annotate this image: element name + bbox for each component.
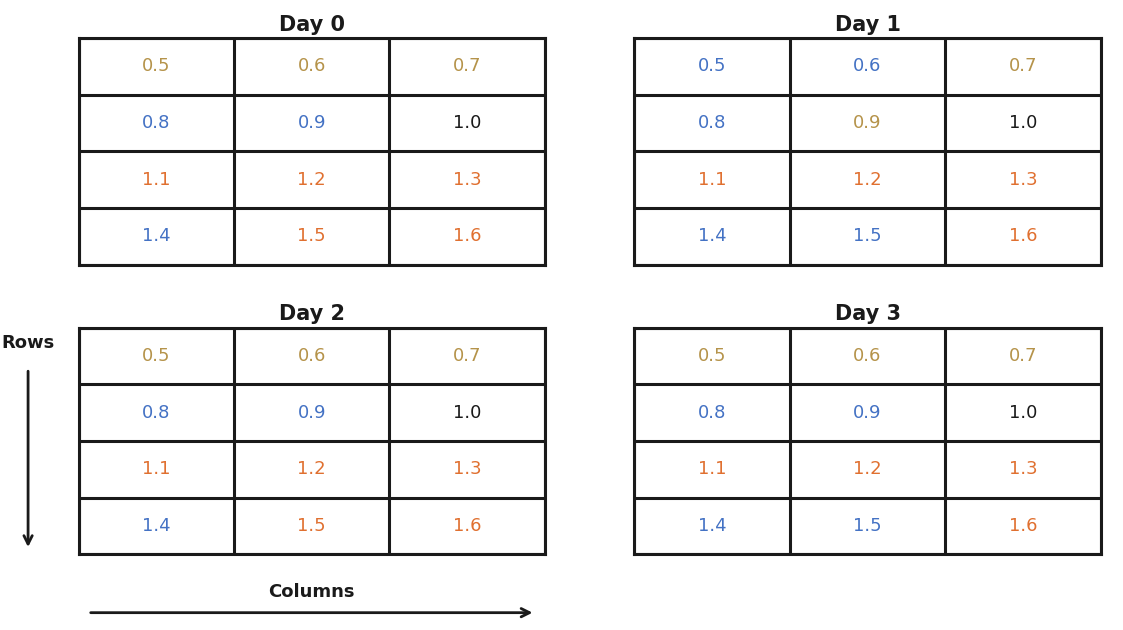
Text: 1.1: 1.1 bbox=[697, 461, 727, 478]
Text: Day 0: Day 0 bbox=[279, 14, 345, 35]
Text: 1.5: 1.5 bbox=[298, 227, 326, 245]
Text: 1.5: 1.5 bbox=[853, 227, 882, 245]
Text: 0.6: 0.6 bbox=[853, 347, 882, 365]
Text: 1.4: 1.4 bbox=[141, 227, 171, 245]
Text: 0.5: 0.5 bbox=[697, 57, 727, 75]
Text: 1.3: 1.3 bbox=[1008, 171, 1038, 188]
Text: 0.7: 0.7 bbox=[453, 57, 482, 75]
Text: Day 2: Day 2 bbox=[279, 304, 345, 324]
Text: 0.5: 0.5 bbox=[697, 347, 727, 365]
Text: 1.6: 1.6 bbox=[1008, 227, 1038, 245]
Text: 0.5: 0.5 bbox=[141, 347, 171, 365]
Text: 0.9: 0.9 bbox=[298, 404, 326, 421]
Text: 1.0: 1.0 bbox=[453, 404, 481, 421]
Text: 1.4: 1.4 bbox=[141, 517, 171, 535]
Text: 0.6: 0.6 bbox=[853, 57, 882, 75]
Text: 1.0: 1.0 bbox=[1008, 404, 1037, 421]
Text: 0.6: 0.6 bbox=[298, 347, 326, 365]
Text: Rows: Rows bbox=[1, 335, 55, 352]
Text: 0.5: 0.5 bbox=[141, 57, 171, 75]
Text: 1.1: 1.1 bbox=[141, 461, 171, 478]
Text: 1.3: 1.3 bbox=[453, 171, 482, 188]
Text: 0.8: 0.8 bbox=[699, 114, 727, 132]
Text: Day 3: Day 3 bbox=[834, 304, 901, 324]
Text: 1.2: 1.2 bbox=[853, 171, 882, 188]
Text: 1.1: 1.1 bbox=[697, 171, 727, 188]
Text: 1.4: 1.4 bbox=[697, 517, 727, 535]
Text: 1.1: 1.1 bbox=[141, 171, 171, 188]
Text: 0.9: 0.9 bbox=[853, 114, 882, 132]
Text: 0.7: 0.7 bbox=[1008, 347, 1038, 365]
Text: Day 1: Day 1 bbox=[834, 14, 901, 35]
Text: 1.2: 1.2 bbox=[298, 461, 326, 478]
Text: 1.0: 1.0 bbox=[1008, 114, 1037, 132]
Text: 1.6: 1.6 bbox=[453, 517, 482, 535]
Text: 0.8: 0.8 bbox=[699, 404, 727, 421]
Text: Columns: Columns bbox=[268, 583, 355, 601]
Text: 1.0: 1.0 bbox=[453, 114, 481, 132]
Text: 1.3: 1.3 bbox=[453, 461, 482, 478]
Text: 0.8: 0.8 bbox=[143, 114, 171, 132]
Text: 0.9: 0.9 bbox=[298, 114, 326, 132]
Text: 0.9: 0.9 bbox=[853, 404, 882, 421]
Text: 0.8: 0.8 bbox=[143, 404, 171, 421]
Text: 1.6: 1.6 bbox=[453, 227, 482, 245]
Text: 0.6: 0.6 bbox=[298, 57, 326, 75]
Text: 1.5: 1.5 bbox=[298, 517, 326, 535]
Text: 1.6: 1.6 bbox=[1008, 517, 1038, 535]
Text: 1.2: 1.2 bbox=[853, 461, 882, 478]
Text: 0.7: 0.7 bbox=[453, 347, 482, 365]
Text: 1.3: 1.3 bbox=[1008, 461, 1038, 478]
Text: 1.2: 1.2 bbox=[298, 171, 326, 188]
Text: 1.5: 1.5 bbox=[853, 517, 882, 535]
Text: 1.4: 1.4 bbox=[697, 227, 727, 245]
Text: 0.7: 0.7 bbox=[1008, 57, 1038, 75]
